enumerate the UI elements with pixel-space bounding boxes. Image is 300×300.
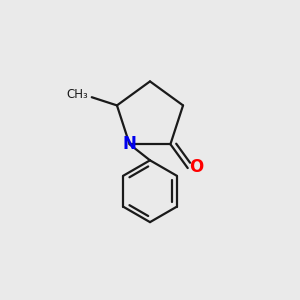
Text: N: N — [123, 135, 136, 153]
Text: O: O — [189, 158, 203, 175]
Text: CH₃: CH₃ — [67, 88, 88, 101]
